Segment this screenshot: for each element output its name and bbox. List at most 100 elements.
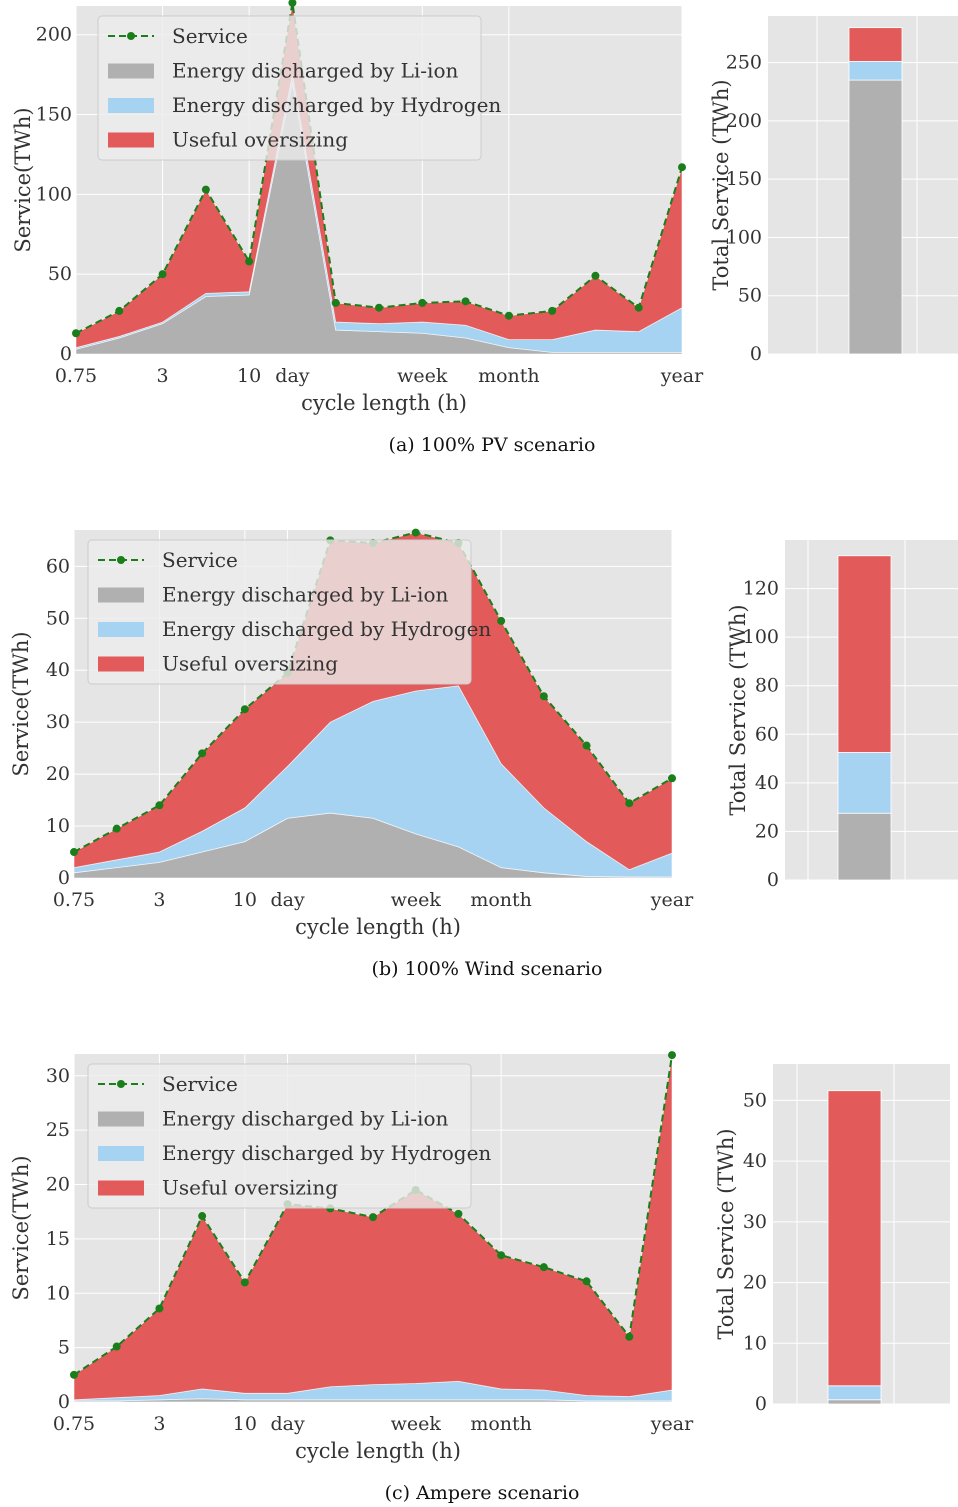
x-axis-label: cycle length (h) [301, 391, 467, 415]
service-point [198, 1212, 207, 1221]
total-y-tick-label: 0 [767, 869, 779, 891]
y-axis-label: Service(TWh) [9, 631, 33, 776]
y-tick-label: 0 [58, 867, 70, 889]
service-point [288, 0, 297, 7]
legend-swatch-oversizing [98, 1180, 144, 1196]
service-point [504, 311, 513, 320]
main-plot-a: 0 50 100 150 200 0.75 3 10 day week month year cycle… [11, 0, 704, 415]
service-point [625, 1332, 634, 1341]
service-point [539, 692, 548, 701]
y-axis-label: Service(TWh) [9, 1155, 33, 1300]
x-tick-label: 3 [153, 889, 165, 911]
x-tick-label: year [650, 1413, 694, 1435]
total-y-tick-label: 0 [755, 1393, 767, 1415]
service-point [331, 298, 340, 307]
caption-c: (c) Ampere scenario [385, 1482, 580, 1504]
x-tick-label: 10 [233, 1413, 257, 1435]
total-y-tick-label: 0 [750, 343, 762, 365]
legend-label-service: Service [162, 548, 238, 572]
legend-label-liion: Energy discharged by Li-ion [162, 1107, 448, 1131]
service-point [454, 1209, 463, 1218]
total-y-tick-label: 250 [726, 52, 762, 74]
service-point [548, 306, 557, 315]
y-tick-label: 60 [46, 555, 70, 577]
legend-label-hydrogen: Energy discharged by Hydrogen [172, 93, 501, 117]
x-tick-label: year [650, 889, 694, 911]
total-y-tick-label: 20 [755, 820, 779, 842]
x-tick-label: 0.75 [53, 889, 95, 911]
service-point [625, 799, 634, 808]
legend-swatch-oversizing [108, 132, 154, 148]
legend-swatch-hydrogen [98, 622, 144, 637]
service-point [591, 271, 600, 280]
panel-a: 0 50 100 150 200 0.75 3 10 day week month year cycle… [11, 0, 958, 456]
total-y-tick-label: 100 [726, 226, 762, 248]
x-tick-label: month [470, 1413, 532, 1435]
legend-swatch-liion [108, 63, 154, 79]
total-y-tick-label: 120 [743, 578, 779, 600]
y-tick-label: 30 [46, 1065, 70, 1087]
main-plot-c: 0 5 10 15 20 25 30 0.75 3 10 day week month year cycle… [9, 1051, 694, 1463]
x-tick-label: 10 [237, 365, 261, 387]
y-tick-label: 40 [46, 659, 70, 681]
legend: Service Energy discharged by Li-ion Energy… [87, 539, 491, 685]
total-bar-hydrogen [837, 752, 892, 814]
legend-service-marker [117, 556, 125, 564]
service-point [70, 1370, 78, 1379]
total-y-tick-label: 200 [726, 110, 762, 132]
x-tick-label: day [275, 365, 309, 387]
legend-label-oversizing: Useful oversizing [162, 652, 338, 676]
legend-swatch-hydrogen [108, 98, 154, 113]
legend-service-marker [117, 1080, 125, 1088]
total-bar-liion [848, 79, 903, 355]
y-tick-label: 20 [46, 1174, 70, 1196]
legend-label-service: Service [162, 1072, 238, 1096]
total-y-axis-label: Total Service (TWh) [709, 79, 733, 290]
total-y-tick-label: 30 [743, 1211, 767, 1233]
service-point [668, 774, 676, 783]
total-y-tick-label: 60 [755, 723, 779, 745]
service-point [369, 1213, 377, 1222]
y-tick-label: 200 [36, 24, 72, 46]
y-tick-label: 50 [46, 607, 70, 629]
service-point [497, 1251, 506, 1260]
service-point [70, 848, 78, 857]
legend-label-hydrogen: Energy discharged by Hydrogen [162, 617, 491, 641]
total-y-tick-label: 40 [755, 772, 779, 794]
total-y-tick-label: 100 [743, 626, 779, 648]
legend-box [87, 1063, 472, 1209]
x-tick-label: week [391, 1413, 442, 1435]
x-tick-label: 3 [153, 1413, 165, 1435]
x-axis-label: cycle length (h) [295, 915, 461, 939]
service-point [375, 303, 383, 312]
total-y-tick-label: 150 [726, 168, 762, 190]
legend-swatch-oversizing [98, 656, 144, 672]
legend-label-liion: Energy discharged by Li-ion [162, 583, 448, 607]
service-point [198, 749, 207, 758]
service-point [634, 303, 643, 312]
panel-c: 0 5 10 15 20 25 30 0.75 3 10 day week month year cycle… [9, 1051, 950, 1504]
y-tick-label: 25 [46, 1119, 70, 1141]
x-tick-label: week [391, 889, 442, 911]
service-point [155, 801, 164, 810]
service-point [158, 270, 167, 279]
x-tick-label: 10 [233, 889, 257, 911]
y-tick-label: 10 [46, 815, 70, 837]
total-y-axis-label: Total Service (TWh) [726, 604, 750, 815]
total-bar-hydrogen [848, 61, 903, 81]
x-tick-label: month [478, 365, 540, 387]
service-point [539, 1263, 548, 1272]
total-bar-oversizing [827, 1090, 882, 1387]
legend: Service Energy discharged by Li-ion Energy… [87, 1063, 491, 1209]
x-tick-label: month [470, 889, 532, 911]
total-y-tick-label: 20 [743, 1272, 767, 1294]
y-tick-label: 20 [46, 763, 70, 785]
service-point [112, 824, 121, 833]
total-bar-liion [837, 812, 892, 881]
y-tick-label: 5 [58, 1337, 70, 1359]
service-point [411, 528, 420, 537]
total-y-tick-label: 40 [743, 1150, 767, 1172]
total-bar-hydrogen [827, 1385, 882, 1401]
y-tick-label: 150 [36, 104, 72, 126]
